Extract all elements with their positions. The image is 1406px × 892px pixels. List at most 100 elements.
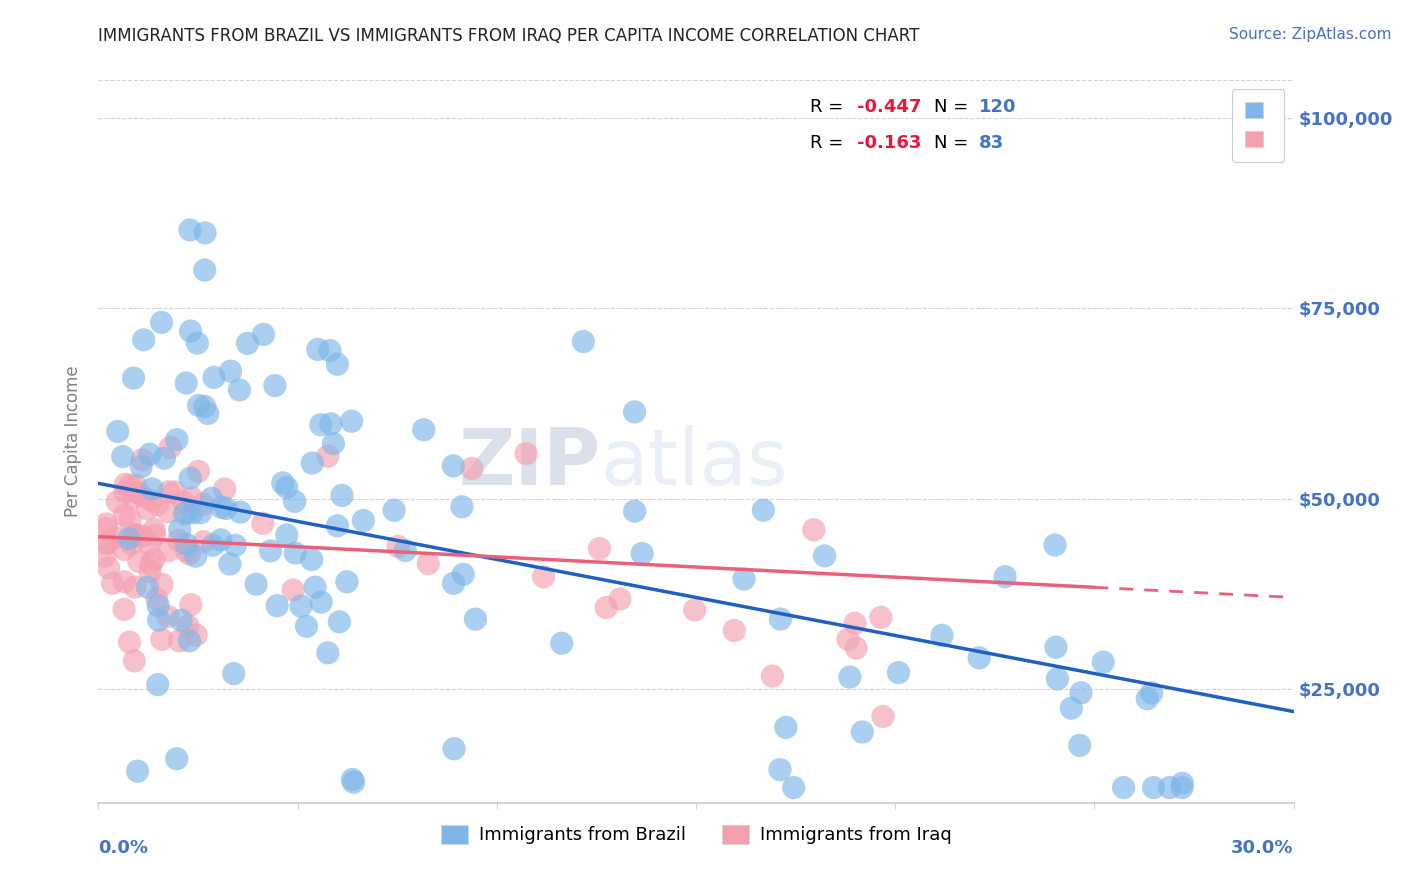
Point [309, 595, 332, 609]
Point [150, 577, 173, 591]
Point [112, 602, 135, 616]
Point [813, 549, 835, 563]
Point [1142, 780, 1164, 795]
Point [173, 507, 195, 521]
Point [451, 500, 474, 514]
Point [166, 752, 188, 766]
Point [838, 670, 860, 684]
Point [837, 632, 859, 647]
Point [1043, 538, 1066, 552]
Point [872, 709, 894, 723]
Point [153, 451, 176, 466]
Point [177, 547, 200, 561]
Point [125, 527, 148, 541]
Point [412, 423, 434, 437]
Point [1171, 780, 1194, 795]
Point [290, 599, 312, 613]
Point [631, 546, 654, 560]
Point [157, 505, 180, 519]
Point [124, 478, 146, 492]
Point [150, 315, 173, 329]
Point [176, 537, 198, 551]
Point [515, 447, 537, 461]
Text: ZIP: ZIP [458, 425, 600, 501]
Point [782, 780, 804, 795]
Point [1045, 640, 1067, 655]
Point [769, 763, 792, 777]
Point [343, 775, 366, 789]
Point [236, 336, 259, 351]
Point [114, 477, 136, 491]
Point [326, 518, 349, 533]
Point [215, 501, 238, 516]
Point [194, 400, 217, 414]
Point [194, 226, 217, 240]
Point [167, 533, 190, 548]
Text: atlas: atlas [600, 425, 787, 501]
Point [143, 552, 166, 566]
Y-axis label: Per Capita Income: Per Capita Income [65, 366, 83, 517]
Point [252, 516, 274, 531]
Point [128, 554, 150, 568]
Point [870, 610, 893, 624]
Point [266, 599, 288, 613]
Text: -0.447: -0.447 [858, 98, 922, 116]
Point [193, 534, 215, 549]
Point [683, 603, 706, 617]
Point [967, 651, 990, 665]
Point [209, 500, 232, 515]
Point [94, 549, 117, 563]
Point [96, 522, 118, 536]
Text: 120: 120 [979, 98, 1017, 116]
Point [141, 482, 163, 496]
Point [143, 528, 166, 542]
Point [132, 333, 155, 347]
Text: -0.163: -0.163 [858, 135, 922, 153]
Point [623, 504, 645, 518]
Point [124, 529, 146, 543]
Point [326, 357, 349, 371]
Point [139, 565, 162, 579]
Point [304, 580, 326, 594]
Point [176, 504, 198, 518]
Point [101, 576, 124, 591]
Point [138, 537, 160, 551]
Point [451, 567, 474, 582]
Point [180, 324, 202, 338]
Point [200, 491, 222, 506]
Point [322, 436, 344, 450]
Point [136, 580, 159, 594]
Point [533, 570, 555, 584]
Point [187, 464, 209, 478]
Point [281, 582, 304, 597]
Point [136, 501, 159, 516]
Point [146, 677, 169, 691]
Point [328, 615, 350, 629]
Point [340, 414, 363, 428]
Point [131, 529, 153, 543]
Point [105, 531, 128, 545]
Point [309, 417, 332, 432]
Text: R =: R = [810, 98, 848, 116]
Point [550, 636, 572, 650]
Point [844, 616, 866, 631]
Point [139, 557, 162, 571]
Point [146, 591, 169, 606]
Point [609, 592, 631, 607]
Point [1112, 780, 1135, 795]
Point [112, 574, 135, 589]
Point [112, 508, 135, 523]
Point [319, 417, 342, 431]
Point [118, 512, 141, 526]
Point [174, 376, 197, 390]
Text: N =: N = [934, 98, 974, 116]
Point [209, 533, 232, 547]
Point [194, 263, 217, 277]
Point [197, 406, 219, 420]
Point [418, 557, 440, 571]
Point [118, 532, 141, 546]
Point [179, 223, 201, 237]
Point [330, 488, 353, 502]
Point [382, 503, 405, 517]
Point [1070, 686, 1092, 700]
